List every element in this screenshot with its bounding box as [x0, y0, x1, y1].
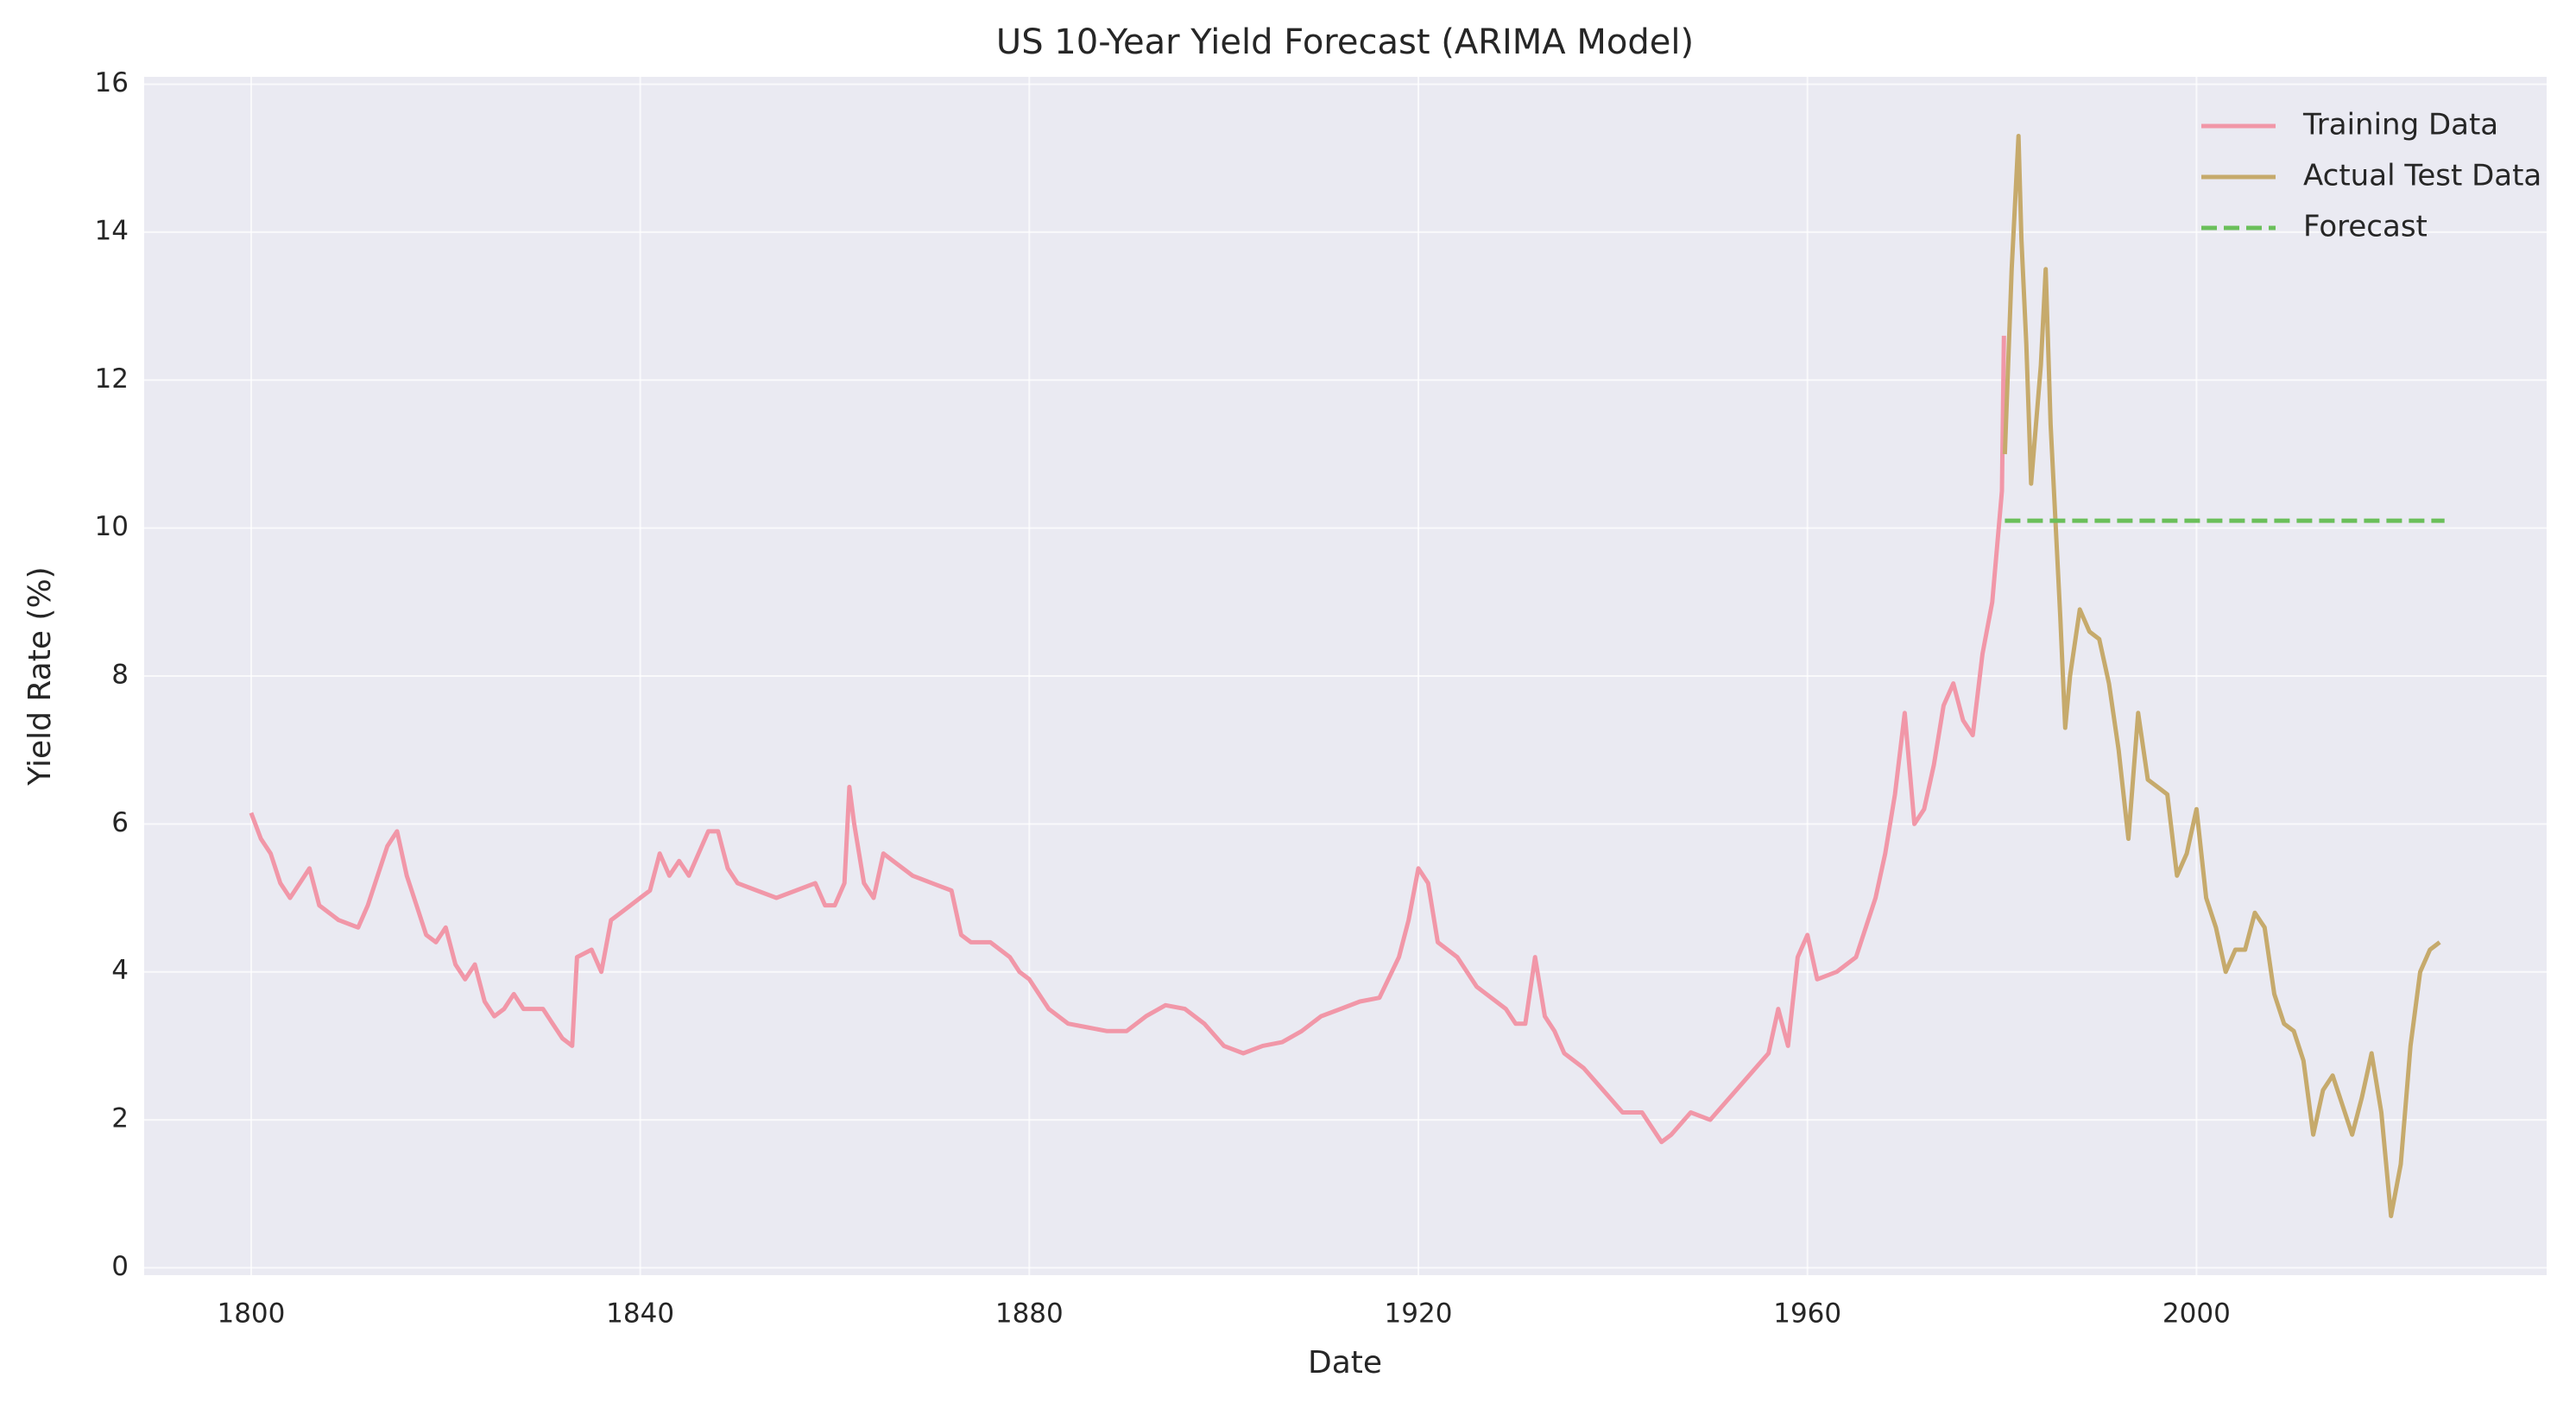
x-tick-label: 1960: [1773, 1298, 1841, 1330]
y-tick-label: 2: [111, 1103, 129, 1134]
y-tick-label: 12: [95, 363, 129, 395]
y-tick-label: 14: [95, 215, 129, 246]
legend-label: Training Data: [2302, 108, 2498, 142]
y-tick-label: 4: [111, 955, 129, 986]
x-axis-label: Date: [1308, 1345, 1382, 1381]
legend-label: Actual Test Data: [2303, 159, 2541, 193]
series-line: [249, 335, 2006, 1145]
x-tick-label: 1880: [995, 1298, 1064, 1330]
y-axis-label: Yield Rate (%): [22, 566, 58, 786]
y-tick-label: 10: [95, 511, 129, 542]
y-tick-label: 0: [111, 1251, 129, 1282]
y-tick-label: 16: [95, 67, 129, 98]
x-tick-label: 1800: [217, 1298, 285, 1330]
y-tick-label: 6: [111, 807, 129, 838]
x-tick-label: 2000: [2162, 1298, 2231, 1330]
chart-title: US 10-Year Yield Forecast (ARIMA Model): [996, 22, 1694, 62]
x-tick-label: 1920: [1385, 1298, 1453, 1330]
legend-label: Forecast: [2303, 210, 2428, 244]
series-line: [2002, 134, 2441, 1218]
x-tick-label: 1840: [606, 1298, 674, 1330]
y-tick-label: 8: [111, 660, 129, 691]
